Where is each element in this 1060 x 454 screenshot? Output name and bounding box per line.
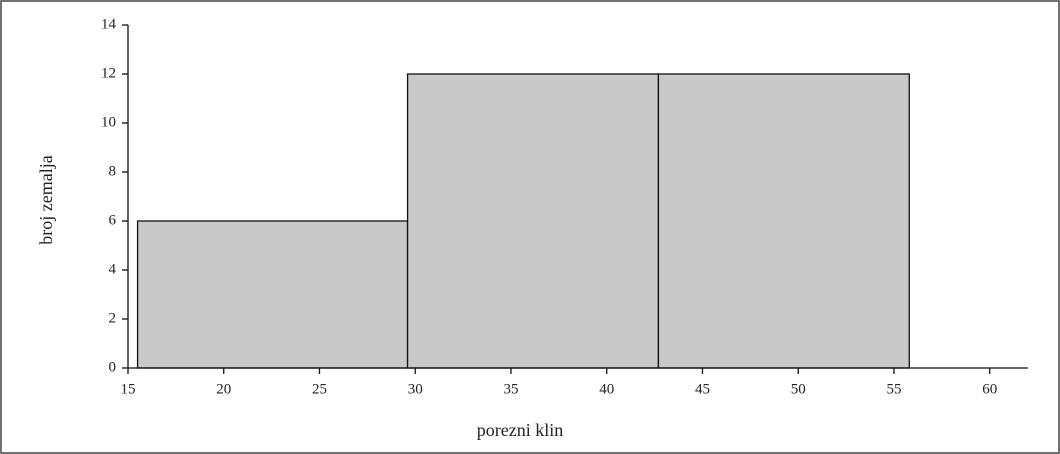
y-axis-label: broj zemalja xyxy=(36,155,56,244)
bar xyxy=(657,73,910,369)
x-tick-label: 50 xyxy=(791,381,806,397)
bar xyxy=(406,73,660,369)
x-tick-label: 30 xyxy=(408,381,423,397)
y-tick-label: 14 xyxy=(101,16,117,32)
x-tick-label: 15 xyxy=(121,381,136,397)
y-tick-label: 0 xyxy=(109,359,117,375)
y-tick-label: 4 xyxy=(109,261,117,277)
x-tick-label: 55 xyxy=(886,381,901,397)
y-tick-label: 10 xyxy=(101,114,116,130)
x-tick-label: 25 xyxy=(312,381,327,397)
x-tick-label: 45 xyxy=(695,381,710,397)
x-tick-label: 35 xyxy=(503,381,518,397)
x-tick-label: 40 xyxy=(599,381,614,397)
x-axis-label: porezni klin xyxy=(477,420,563,440)
y-tick-label: 8 xyxy=(109,163,117,179)
y-tick-label: 6 xyxy=(109,212,117,228)
x-tick-label: 20 xyxy=(216,381,231,397)
bar xyxy=(136,220,409,369)
y-tick-label: 2 xyxy=(109,310,117,326)
x-tick-label: 60 xyxy=(982,381,997,397)
y-tick-label: 12 xyxy=(101,65,116,81)
